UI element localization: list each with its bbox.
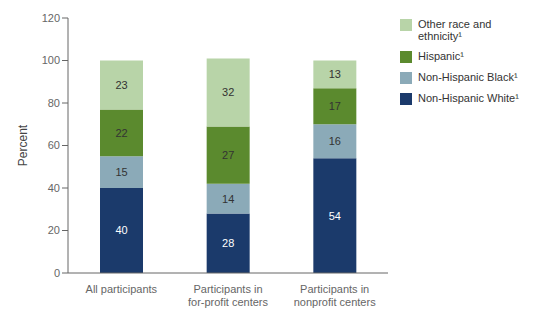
html-text:Hispanic¹: Hispanic¹ — [418, 50, 464, 62]
svg-text:13: 13 — [329, 68, 341, 80]
svg-text:27: 27 — [222, 149, 234, 161]
svg-text:28: 28 — [222, 237, 234, 249]
html-text:Non-Hispanic White¹: Non-Hispanic White¹ — [418, 92, 519, 104]
svg-text:80: 80 — [48, 97, 60, 109]
svg-text:22: 22 — [115, 127, 127, 139]
svg-text:100: 100 — [42, 54, 60, 66]
svg-text:17: 17 — [329, 100, 341, 112]
svg-text:120: 120 — [42, 12, 60, 24]
svg-text:14: 14 — [222, 193, 234, 205]
svg-text:Participants infor-profit cent: Participants infor-profit centers — [188, 283, 269, 308]
svg-text:54: 54 — [329, 210, 341, 222]
svg-text:Participants innonprofit cente: Participants innonprofit centers — [294, 283, 376, 308]
html-text:ethnicity¹: ethnicity¹ — [418, 30, 462, 42]
svg-text:0: 0 — [54, 267, 60, 279]
svg-text:40: 40 — [115, 224, 127, 236]
svg-text:20: 20 — [48, 224, 60, 236]
svg-text:All participants: All participants — [86, 283, 158, 295]
svg-text:40: 40 — [48, 182, 60, 194]
svg-text:32: 32 — [222, 86, 234, 98]
svg-text:16: 16 — [329, 135, 341, 147]
html-text:Non-Hispanic Black¹: Non-Hispanic Black¹ — [418, 71, 518, 83]
svg-text:15: 15 — [115, 166, 127, 178]
html-text:Other race and: Other race and — [418, 18, 492, 30]
svg-text:60: 60 — [48, 139, 60, 151]
svg-text:Percent: Percent — [16, 124, 30, 166]
svg-text:23: 23 — [115, 79, 127, 91]
